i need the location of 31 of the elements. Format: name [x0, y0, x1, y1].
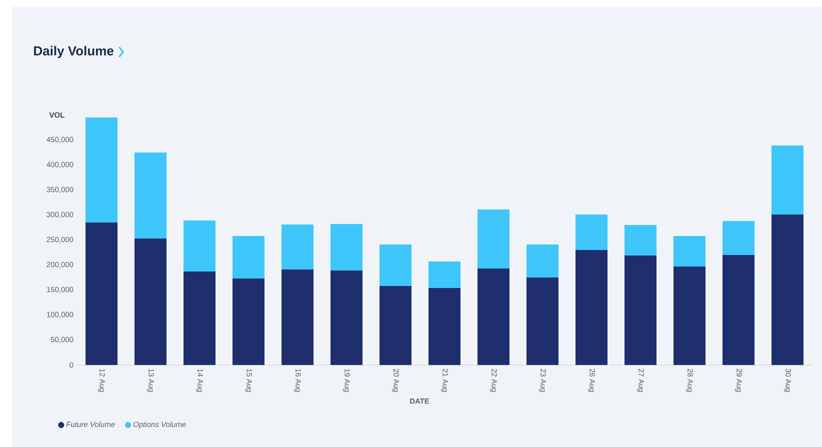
- bar: [576, 250, 608, 365]
- bar: [134, 238, 167, 365]
- bar: [184, 220, 216, 272]
- bar: [771, 214, 804, 365]
- bar: [674, 266, 706, 365]
- bar: [232, 236, 265, 278]
- bar: [282, 269, 314, 365]
- bar: [428, 288, 461, 365]
- bar: [478, 268, 510, 365]
- bar: [722, 220, 754, 255]
- bar: [282, 224, 314, 270]
- bar: [330, 270, 363, 365]
- bar: [134, 152, 167, 238]
- bar: [380, 244, 412, 286]
- bar: [526, 277, 558, 365]
- bar: [86, 222, 118, 365]
- bar: [624, 224, 656, 256]
- chart-title: Daily Volume: [34, 46, 114, 58]
- bar: [526, 244, 558, 278]
- bar: [232, 278, 265, 365]
- bar: [722, 254, 754, 365]
- bar: [330, 224, 363, 270]
- bar: [478, 209, 510, 268]
- bar: [624, 255, 656, 365]
- bar: [674, 236, 706, 266]
- bar: [576, 214, 608, 250]
- bar: [428, 261, 461, 288]
- bar: [184, 271, 216, 365]
- bar: [771, 145, 804, 214]
- bar: [380, 286, 412, 365]
- bar: [86, 117, 118, 222]
